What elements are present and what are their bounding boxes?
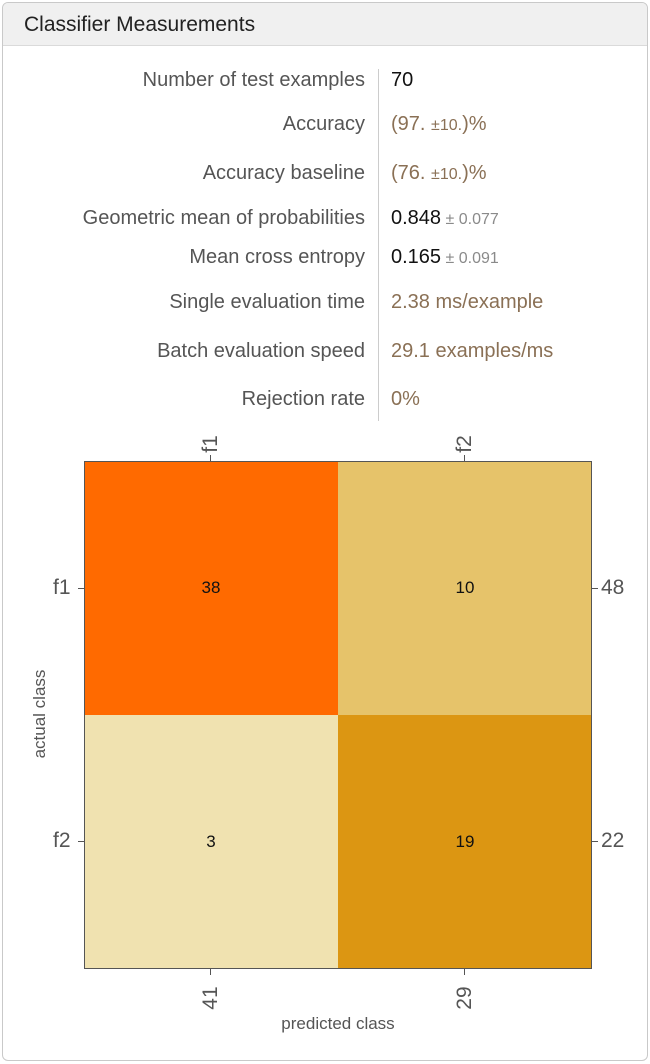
row-total: 48 — [601, 576, 625, 599]
left-tick — [78, 588, 84, 589]
metrics-divider — [378, 69, 379, 421]
cell-value: 19 — [455, 832, 475, 851]
x-axis-title: predicted class — [281, 1014, 395, 1033]
metric-row-test-examples: Number of test examples 70 — [3, 65, 647, 95]
metric-value: 0.165 ± 0.091 — [391, 246, 499, 268]
metric-row-batch-eval-speed: Batch evaluation speed 29.1 examples/ms — [3, 336, 647, 366]
metric-label: Geometric mean of probabilities — [82, 207, 365, 229]
metric-row-rejection-rate: Rejection rate 0% — [3, 384, 647, 414]
metric-value: 70 — [391, 69, 414, 91]
top-tick — [210, 455, 211, 461]
row-total: 22 — [601, 829, 625, 852]
metric-row-accuracy: Accuracy (97. ±10.)% — [3, 109, 647, 139]
metric-row-geometric-mean: Geometric mean of probabilities 0.848 ± … — [3, 203, 647, 233]
panel-titlebar: Classifier Measurements — [3, 3, 647, 46]
matrix-cell: 19 — [338, 715, 592, 969]
metric-row-accuracy-baseline: Accuracy baseline (76. ±10.)% — [3, 158, 647, 188]
cell-value: 38 — [201, 578, 221, 597]
left-tick — [78, 841, 84, 842]
metric-value: (76. ±10.)% — [391, 162, 487, 184]
matrix-cell: 38 — [84, 461, 338, 715]
matrix-cell: 10 — [338, 461, 592, 715]
top-tick — [464, 455, 465, 461]
column-total: 41 — [199, 986, 222, 1010]
metric-value: (97. ±10.)% — [391, 113, 487, 135]
metric-row-single-eval-time: Single evaluation time 2.38 ms/example — [3, 287, 647, 317]
metric-label: Accuracy — [282, 113, 365, 135]
matrix-cell: 3 — [84, 715, 338, 969]
left-class-label: f2 — [53, 829, 71, 852]
top-class-label: f1 — [199, 435, 222, 453]
matrix-frame — [84, 461, 592, 969]
metric-label: Mean cross entropy — [189, 246, 365, 268]
metric-label: Batch evaluation speed — [157, 340, 365, 362]
metric-value: 2.38 ms/example — [391, 291, 544, 313]
metric-label: Single evaluation time — [169, 291, 365, 313]
y-axis-title: actual class — [30, 669, 49, 759]
cell-value: 3 — [206, 832, 216, 851]
right-tick — [592, 841, 598, 842]
metric-label: Rejection rate — [241, 388, 365, 410]
column-total: 29 — [453, 986, 476, 1010]
left-class-label: f1 — [53, 576, 71, 599]
top-class-label: f2 — [453, 435, 476, 453]
confusion-matrix: 38 10 3 19 f1 f2 f1 f2 48 22 41 29 predi… — [3, 3, 647, 1060]
metric-label: Accuracy baseline — [202, 162, 365, 184]
cell-value: 10 — [455, 578, 475, 597]
right-tick — [592, 588, 598, 589]
panel-title: Classifier Measurements — [24, 13, 256, 36]
metric-label: Number of test examples — [142, 69, 365, 91]
bottom-tick — [210, 969, 211, 975]
metric-value: 29.1 examples/ms — [391, 340, 554, 362]
metric-value: 0.848 ± 0.077 — [391, 207, 499, 229]
metric-value: 0% — [391, 388, 420, 410]
metric-row-cross-entropy: Mean cross entropy 0.165 ± 0.091 — [3, 242, 647, 272]
bottom-tick — [464, 969, 465, 975]
